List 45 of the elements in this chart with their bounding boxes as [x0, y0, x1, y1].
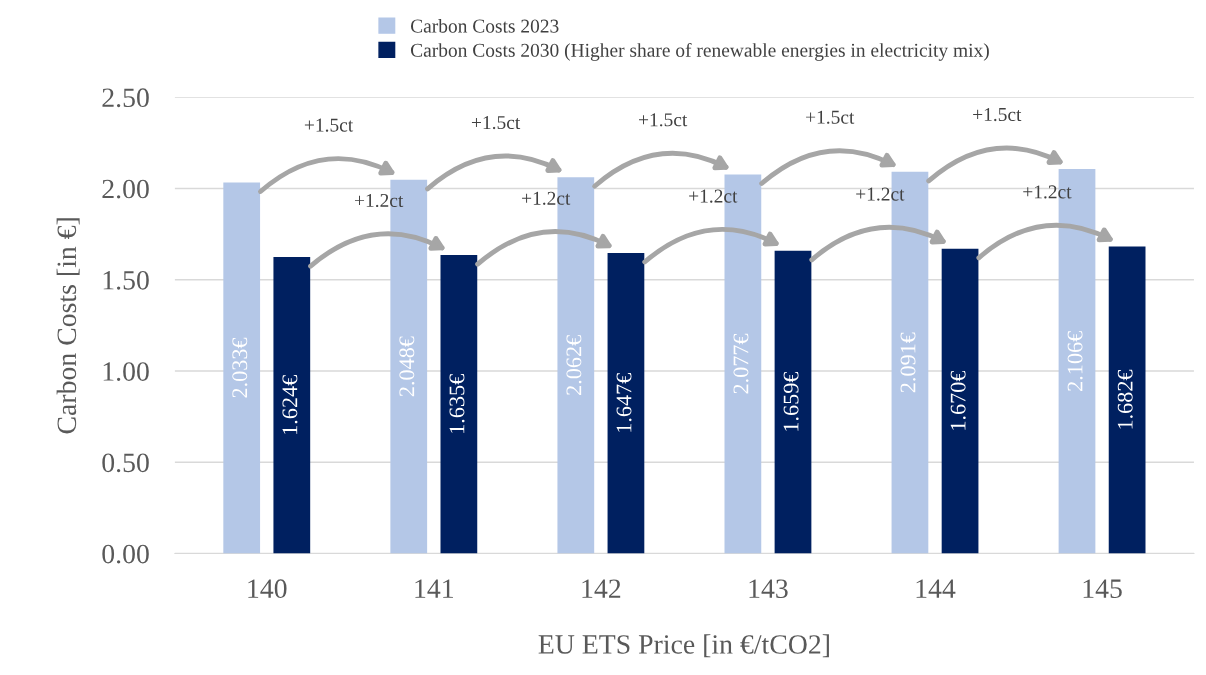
x-tick-label: 140 [248, 579, 287, 599]
y-tick-label: 0.00 [102, 544, 149, 564]
y-axis-title: Carbon Costs [in €] [56, 218, 80, 434]
data-label: 2.077€ [733, 333, 749, 394]
data-label: 1.635€ [449, 374, 465, 433]
annotation: +1.2ct [856, 187, 905, 201]
data-label: 1.659€ [783, 371, 799, 431]
legend-label: Carbon Costs 2030 (Higher share of renewable energies in electricity mix) [410, 42, 989, 61]
annotation: +1.5ct [304, 118, 354, 132]
data-label: 1.682€ [1117, 369, 1133, 429]
y-tick-label: 2.50 [102, 88, 149, 108]
x-tick-label: 142 [582, 579, 621, 598]
x-axis-title: EU ETS Price [in €/tCO2] [538, 634, 829, 658]
y-tick-label: 1.00 [103, 362, 149, 382]
x-tick-label: 141 [415, 579, 453, 598]
bar [223, 182, 261, 554]
annotation: +1.5ct [806, 110, 855, 124]
annotation: +1.2ct [522, 191, 571, 205]
bar [607, 252, 645, 554]
y-tick-label: 1.50 [103, 270, 149, 290]
bar [774, 250, 812, 554]
data-label: 2.048€ [399, 336, 415, 397]
annotation: +1.5ct [471, 116, 521, 130]
data-label: 2.091€ [900, 332, 916, 393]
x-tick-label: 145 [1083, 579, 1122, 599]
annotation: +1.2ct [1023, 185, 1072, 199]
data-label: 2.062€ [566, 335, 582, 395]
bar [941, 248, 979, 554]
y-tick-label: 2.00 [102, 179, 149, 199]
data-label: 1.670€ [950, 370, 966, 430]
data-label: 1.624€ [282, 375, 298, 434]
y-tick-label: 0.50 [102, 453, 149, 473]
data-label: 1.647€ [616, 372, 632, 432]
bar [1108, 246, 1146, 554]
bar [440, 255, 478, 554]
annotation: +1.5ct [639, 113, 688, 127]
data-label: 2.106€ [1067, 331, 1083, 391]
data-label: 2.033€ [232, 337, 248, 398]
annotation: +1.2ct [689, 189, 738, 203]
annotation: +1.2ct [355, 193, 404, 208]
legend-label: Carbon Costs 2023 [410, 18, 559, 33]
annotation: +1.5ct [973, 108, 1022, 122]
x-tick-label: 143 [749, 579, 788, 599]
bar [273, 257, 311, 554]
x-tick-label: 144 [916, 579, 956, 598]
